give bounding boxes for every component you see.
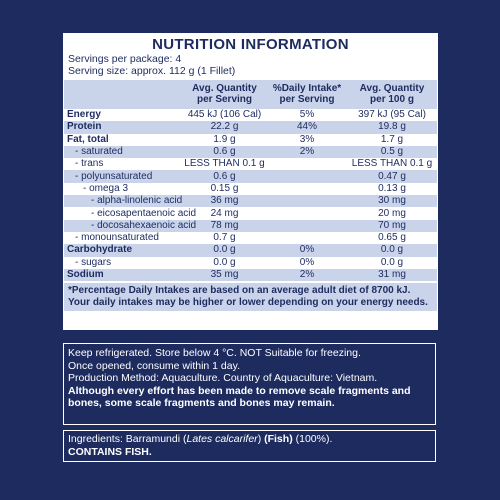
per-serving: 0.6 g xyxy=(182,170,267,183)
nutrient-row: Fat, total 1.9 g 3% 1.7 g xyxy=(64,134,437,146)
ingredients-text: (100%). xyxy=(292,433,333,445)
nutrient-row: - docosahexaenoic acid 78 mg 70 mg xyxy=(64,219,437,232)
per-serving: 78 mg xyxy=(182,219,267,232)
per-serving: 0.15 g xyxy=(210,182,239,194)
per-100g: 0.0 g xyxy=(347,244,437,257)
nutrient-name: Carbohydrate xyxy=(64,244,182,257)
per-100g: 0.0 g xyxy=(380,256,404,268)
species: Lates calcarifer xyxy=(186,433,258,445)
per-100g: 0.47 g xyxy=(347,170,437,183)
nutrient-row: - sugars 0.0 g 0% 0.0 g xyxy=(64,257,437,269)
daily-intake-blank xyxy=(267,207,347,219)
daily-intake: 2% xyxy=(267,145,347,159)
daily-intake-blank xyxy=(267,232,347,244)
header-blank xyxy=(64,80,182,109)
ingredients-text: Ingredients: Barramundi ( xyxy=(68,433,187,445)
header: Avg. Quantity per 100 g xyxy=(347,80,437,109)
nutrient-name: - omega 3 xyxy=(83,182,129,194)
per-serving: 35 mg xyxy=(182,268,267,282)
daily-intake: 5% xyxy=(299,109,315,121)
per-100g: 0.13 g xyxy=(378,182,406,194)
nutrient-name: - alpha-linolenic acid xyxy=(64,195,182,208)
daily-intake: 0% xyxy=(299,256,315,268)
per-serving: 22.2 g xyxy=(182,121,267,134)
nutrient-name: - trans xyxy=(75,158,104,170)
ingredients-text: ) xyxy=(257,433,265,445)
daily-intake: 3% xyxy=(299,133,315,145)
per-serving: LESS THAN 0.1 g xyxy=(184,158,265,170)
ingredients-box: Ingredients: Barramundi (Lates calcarife… xyxy=(63,430,436,462)
per-100g: 30 mg xyxy=(347,195,437,208)
daily-intake-blank xyxy=(267,170,347,183)
per-serving: 0.7 g xyxy=(213,232,236,244)
ingredients: Ingredients: Barramundi (Lates calcarife… xyxy=(68,433,431,446)
daily-intake: 44% xyxy=(267,121,347,134)
nutrient-name: Protein xyxy=(64,121,182,134)
nutrient-row: - eicosapentaenoic acid 24 mg 20 mg xyxy=(64,207,437,219)
per-serving: 0.0 g xyxy=(182,244,267,257)
title: NUTRITION INFORMATION xyxy=(152,36,349,53)
storage-line: Keep refrigerated. Store below 4 °C. NOT… xyxy=(68,347,361,359)
header: %Daily Intake* per Serving xyxy=(267,80,347,109)
nutrient-row: - alpha-linolenic acid 36 mg 30 mg xyxy=(64,195,437,208)
nutrient-row: - omega 3 0.15 g 0.13 g xyxy=(64,183,437,195)
per-100g: 31 mg xyxy=(347,268,437,282)
footnote: *Percentage Daily Intakes are based on a… xyxy=(64,283,437,312)
per-serving: 445 kJ (106 Cal) xyxy=(187,109,262,121)
per-100g: 0.65 g xyxy=(378,232,406,244)
nutrient-name: Sodium xyxy=(64,268,182,282)
nutrient-name: - polyunsaturated xyxy=(64,170,182,183)
daily-intake: 0% xyxy=(267,244,347,257)
allergen: (Fish) xyxy=(264,433,293,445)
nutrient-row: - monounsaturated 0.7 g 0.65 g xyxy=(64,232,437,244)
nutrient-name: - docosahexaenoic acid xyxy=(64,219,196,232)
daily-intake-blank xyxy=(267,183,347,195)
nutrient-name: - saturated xyxy=(64,145,182,159)
daily-intake-blank xyxy=(267,158,347,170)
per-serving: 1.9 g xyxy=(213,133,236,145)
per-100g: 19.8 g xyxy=(347,121,437,134)
nutrition-table: Avg. Quantity per Serving %Daily Intake*… xyxy=(64,80,437,282)
storage-line: Once opened, consume within 1 day. xyxy=(68,359,240,372)
per-100g: 70 mg xyxy=(347,219,437,232)
nutrition-panel: NUTRITION INFORMATION Servings per packa… xyxy=(63,33,438,330)
storage-box: Keep refrigerated. Store below 4 °C. NOT… xyxy=(63,343,436,425)
servings: Servings per package: 4 xyxy=(68,53,182,65)
per-serving: 24 mg xyxy=(210,207,239,219)
nutrient-row: Energy 445 kJ (106 Cal) 5% 397 kJ (95 Cal) xyxy=(64,109,437,121)
nutrient-name: - sugars xyxy=(75,256,112,268)
per-serving: 36 mg xyxy=(182,195,267,208)
per-100g: 0.5 g xyxy=(347,145,437,159)
nutrient-row: Sodium 35 mg 2% 31 mg xyxy=(64,268,437,282)
contains: CONTAINS FISH. xyxy=(68,445,152,458)
nutrient-row: Protein 22.2 g 44% 19.8 g xyxy=(64,121,437,134)
nutrient-name: Energy xyxy=(67,109,101,121)
per-serving: 0.0 g xyxy=(213,256,236,268)
per-100g: 1.7 g xyxy=(380,133,404,145)
nutrient-name: Fat, total xyxy=(67,133,109,145)
serving-size: Serving size: approx. 112 g (1 Fillet) xyxy=(68,65,236,77)
warning: Although every effort has been made to r… xyxy=(68,384,411,410)
nutrient-row: Carbohydrate 0.0 g 0% 0.0 g xyxy=(64,244,437,257)
nutrient-row: - saturated 0.6 g 2% 0.5 g xyxy=(64,145,437,159)
header: Avg. Quantity per Serving xyxy=(182,80,267,109)
nutrient-row: - trans LESS THAN 0.1 g LESS THAN 0.1 g xyxy=(64,158,437,170)
nutrient-name: - monounsaturated xyxy=(75,232,159,244)
storage-line: Production Method: Aquaculture. Country … xyxy=(68,372,378,384)
header-row: Avg. Quantity per Serving %Daily Intake*… xyxy=(64,80,437,109)
per-100g: 397 kJ (95 Cal) xyxy=(358,109,426,121)
daily-intake-blank xyxy=(267,195,347,208)
per-100g: 20 mg xyxy=(378,207,406,219)
daily-intake-blank xyxy=(267,219,347,232)
per-100g: LESS THAN 0.1 g xyxy=(351,158,433,170)
daily-intake: 2% xyxy=(267,268,347,282)
nutrient-row: - polyunsaturated 0.6 g 0.47 g xyxy=(64,170,437,183)
nutrient-name: - eicosapentaenoic acid xyxy=(91,207,197,219)
per-serving: 0.6 g xyxy=(182,145,267,159)
